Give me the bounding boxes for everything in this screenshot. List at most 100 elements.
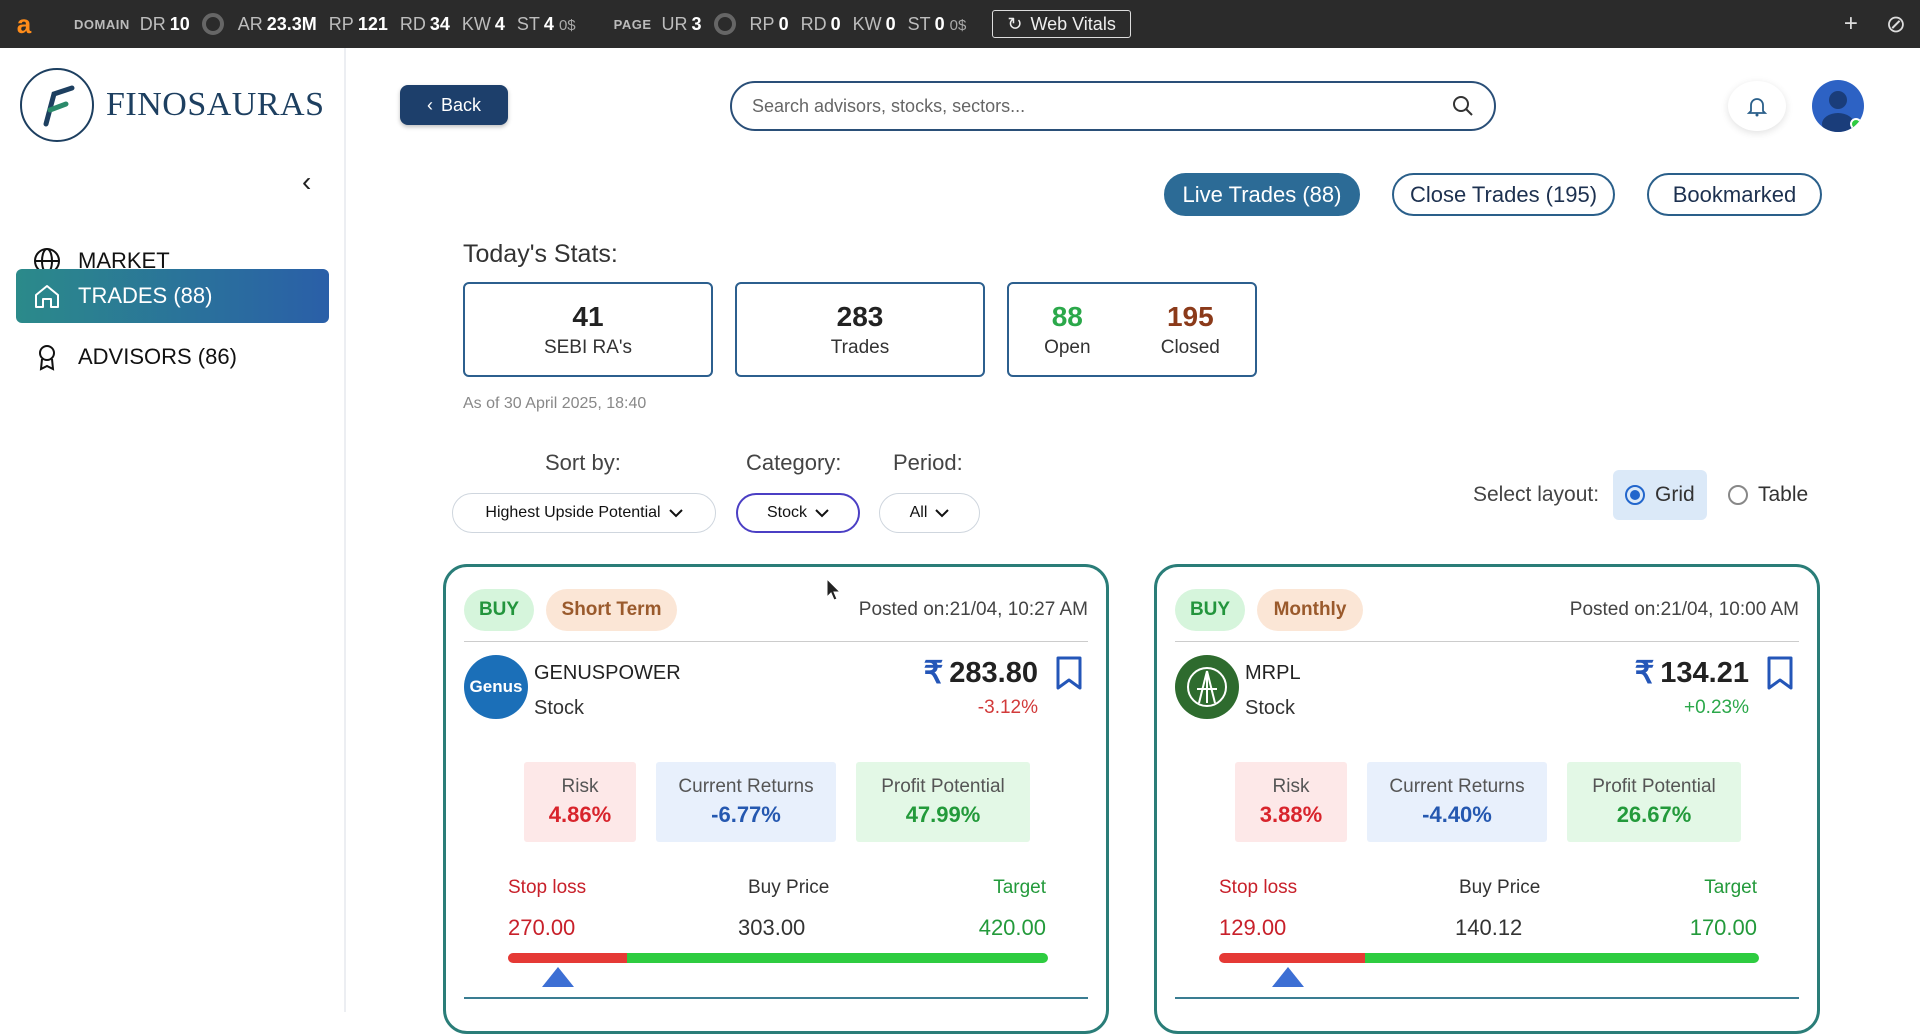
sidebar-item-label: TRADES (88) xyxy=(78,283,213,308)
bookmark-icon[interactable] xyxy=(1054,655,1084,691)
action-badge: BUY xyxy=(464,589,534,631)
category-select[interactable]: Stock xyxy=(736,493,860,533)
back-button[interactable]: ‹ Back xyxy=(400,85,508,125)
layout-option-label: Grid xyxy=(1655,483,1695,506)
home-icon xyxy=(35,285,59,308)
stat-closed-value: 195 xyxy=(1166,300,1214,332)
online-status-dot xyxy=(1850,118,1862,130)
mouse-cursor-icon xyxy=(826,578,842,601)
tab-live-trades[interactable]: Live Trades (88) xyxy=(1164,173,1360,216)
sort-select[interactable]: Highest Upside Potential xyxy=(452,493,716,533)
price-range-bar xyxy=(508,953,1048,963)
mrpl-logo-icon xyxy=(1187,667,1227,707)
layout-grid-option[interactable]: Grid xyxy=(1613,470,1707,520)
metric-label: Current Returns xyxy=(678,776,814,797)
stock-logo xyxy=(1175,655,1239,719)
buy-price-label: Buy Price xyxy=(748,877,830,898)
stat-value: 283 xyxy=(836,300,884,332)
brand-logo[interactable]: FINOSAURAS xyxy=(20,68,325,142)
notifications-button[interactable] xyxy=(1728,81,1786,131)
divider xyxy=(1175,641,1799,642)
metric-value: 47.99% xyxy=(905,802,981,827)
stat-closed-label: Closed xyxy=(1160,336,1220,358)
web-vitals-button[interactable]: ↻ Web Vitals xyxy=(992,10,1131,38)
trade-card[interactable]: BUY Monthly Posted on:21/04, 10:00 AM MR… xyxy=(1154,564,1820,1034)
block-icon[interactable]: ⊘ xyxy=(1885,10,1906,38)
price-value: 134.21 xyxy=(1660,656,1749,689)
avatar[interactable] xyxy=(1812,80,1864,132)
extension-logo[interactable]: a xyxy=(16,8,32,39)
term-badge: Short Term xyxy=(546,589,677,631)
tab-bookmarked[interactable]: Bookmarked xyxy=(1647,173,1822,216)
stat-label: Trades xyxy=(830,336,890,358)
finosauras-logo-icon xyxy=(20,68,94,142)
metric-kw: KW 4 xyxy=(461,13,505,34)
buy-price-value: 303.00 xyxy=(738,915,806,940)
page-metric-st: ST 0 0$ xyxy=(907,13,967,34)
sidebar-item-market[interactable]: MARKET xyxy=(16,234,329,288)
metric-label: Profit Potential xyxy=(881,776,1005,797)
sort-value: Highest Upside Potential xyxy=(485,504,661,521)
risk-zone xyxy=(508,953,627,963)
metric-value: -6.77% xyxy=(711,802,781,827)
stat-value: 41 xyxy=(572,300,604,332)
profit-potential-metric: Profit Potential 47.99% xyxy=(856,762,1030,842)
cmp-marker-icon xyxy=(1271,967,1304,987)
search-bar xyxy=(730,81,1496,131)
plus-icon[interactable]: + xyxy=(1843,10,1858,37)
buy-price-value: 140.12 xyxy=(1455,915,1523,940)
stop-loss-label: Stop loss xyxy=(1219,877,1298,898)
sidebar-item-advisors[interactable]: ADVISORS (86) xyxy=(16,330,329,384)
radio-empty-icon xyxy=(1728,485,1748,505)
divider xyxy=(464,997,1088,999)
stats-title: Today's Stats: xyxy=(463,240,618,268)
risk-metric: Risk 3.88% xyxy=(1235,762,1347,842)
bookmark-icon[interactable] xyxy=(1765,655,1795,691)
period-select[interactable]: All xyxy=(879,493,980,533)
chevron-down-icon xyxy=(935,509,950,518)
price-range-bar xyxy=(1219,953,1759,963)
layout-table-option[interactable]: Table xyxy=(1716,470,1820,520)
price-change: -3.12% xyxy=(977,697,1038,718)
user-icon xyxy=(1822,91,1854,132)
collapse-sidebar-icon[interactable]: ‹ xyxy=(302,166,312,197)
target-label: Target xyxy=(993,877,1046,898)
page-tag: PAGE xyxy=(613,16,652,32)
metric-dr: DR 10 xyxy=(139,13,190,34)
page-metric-rp: RP 0 xyxy=(749,13,789,34)
sidebar: FINOSAURAS ‹ MARKET TRADES (88) ADVISORS… xyxy=(0,48,346,1012)
category-label: Category: xyxy=(746,450,842,475)
metric-rp: RP 121 xyxy=(328,13,388,34)
stock-logo: Genus xyxy=(464,655,528,719)
trade-card[interactable]: BUY Short Term Posted on:21/04, 10:27 AM… xyxy=(443,564,1109,1034)
stock-symbol[interactable]: GENUSPOWER xyxy=(534,662,681,684)
rupee-icon: ₹ xyxy=(1634,655,1655,690)
brand-name: FINOSAURAS xyxy=(106,86,325,123)
search-icon[interactable] xyxy=(1452,95,1474,117)
stat-trades: 283 Trades xyxy=(735,282,985,377)
reward-zone xyxy=(1364,953,1759,963)
stat-open-value: 88 xyxy=(1051,300,1083,332)
radio-selected-icon xyxy=(1625,485,1645,505)
target-value: 170.00 xyxy=(1689,915,1757,940)
stock-symbol[interactable]: MRPL xyxy=(1245,662,1301,684)
sidebar-item-trades[interactable]: TRADES (88) xyxy=(16,269,329,323)
price-change: +0.23% xyxy=(1684,697,1749,718)
back-label: Back xyxy=(440,94,482,115)
metric-ar: AR 23.3M xyxy=(237,13,317,34)
tab-close-trades[interactable]: Close Trades (195) xyxy=(1392,173,1615,216)
stock-type: Stock xyxy=(1245,697,1296,719)
posted-date: Posted on:21/04, 10:27 AM xyxy=(858,599,1088,620)
layout-label: Select layout: xyxy=(1473,483,1600,506)
risk-metric: Risk 4.86% xyxy=(524,762,636,842)
metric-label: Risk xyxy=(561,776,599,797)
search-input[interactable] xyxy=(752,95,1452,117)
dr-ring-icon xyxy=(201,13,224,35)
cmp-marker-icon xyxy=(541,967,574,987)
action-badge: BUY xyxy=(1175,589,1245,631)
stat-open-closed: 88 Open 195 Closed xyxy=(1007,282,1257,377)
metric-value: 3.88% xyxy=(1259,802,1323,827)
award-icon xyxy=(39,345,55,371)
current-returns-metric: Current Returns -6.77% xyxy=(656,762,836,842)
stat-open-label: Open xyxy=(1044,336,1091,358)
